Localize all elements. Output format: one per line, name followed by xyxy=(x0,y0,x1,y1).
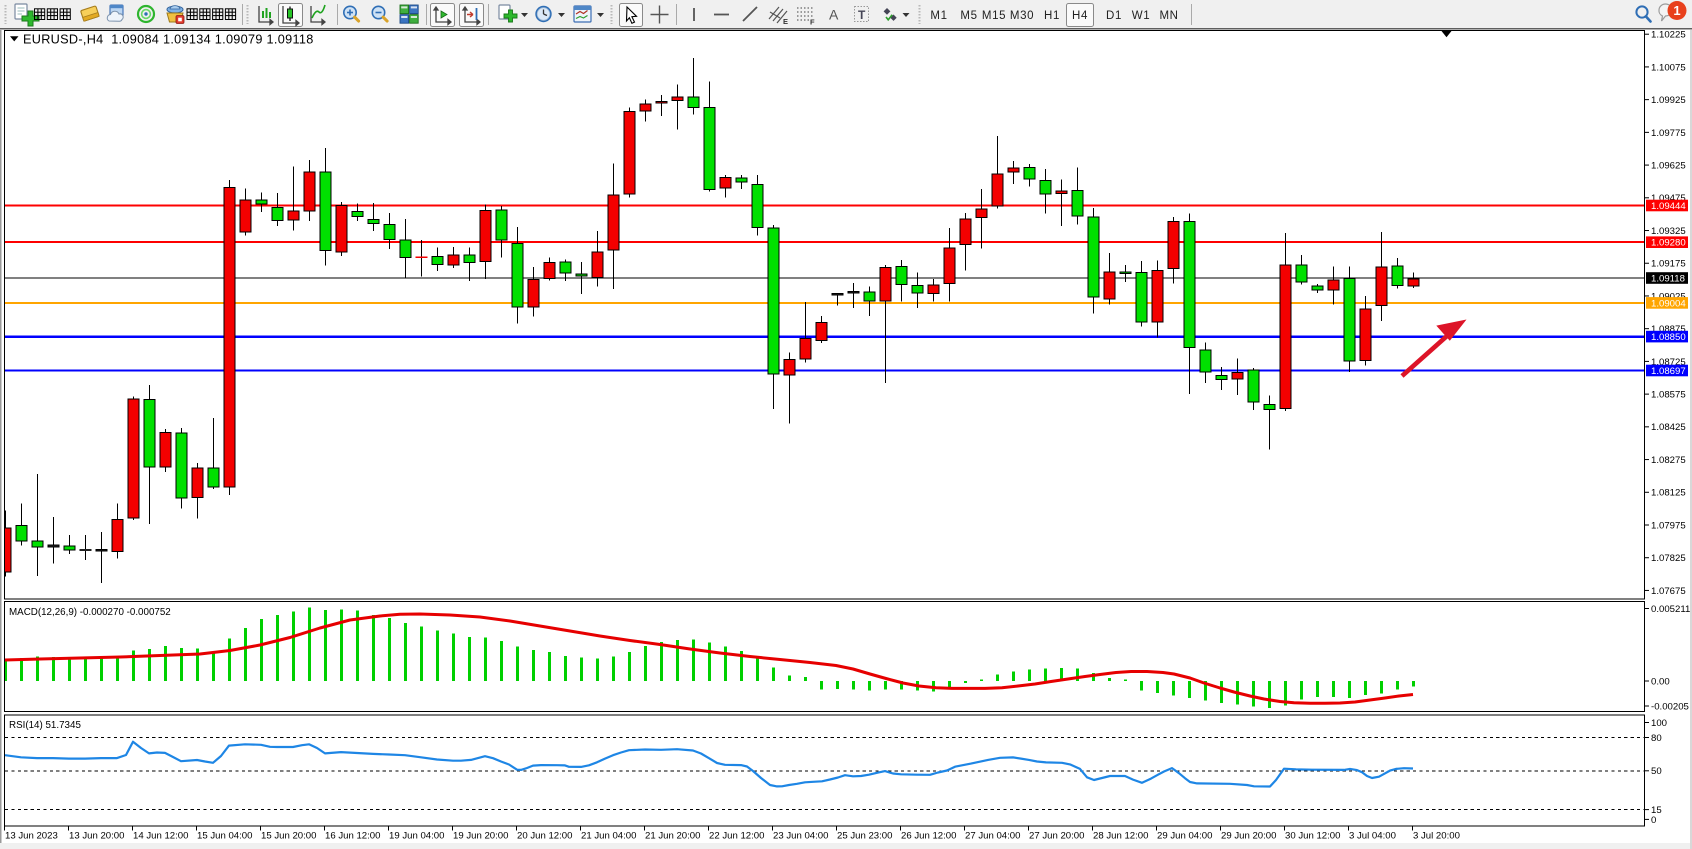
svg-text:1.09444: 1.09444 xyxy=(1651,201,1686,212)
svg-text:21 Jun 04:00: 21 Jun 04:00 xyxy=(581,831,636,842)
svg-text:29 Jun 04:00: 29 Jun 04:00 xyxy=(1157,831,1212,842)
svg-text:1.09475: 1.09475 xyxy=(1651,193,1686,204)
svg-text:H1: H1 xyxy=(1044,10,1060,22)
svg-text:1.08850: 1.08850 xyxy=(1651,332,1686,343)
svg-text:3 Jul 20:00: 3 Jul 20:00 xyxy=(1413,831,1460,842)
svg-text:1.08425: 1.08425 xyxy=(1651,422,1686,433)
svg-text:16 Jun 12:00: 16 Jun 12:00 xyxy=(325,831,380,842)
svg-text:1.09004: 1.09004 xyxy=(1651,298,1686,309)
svg-text:0.00: 0.00 xyxy=(1651,676,1670,687)
svg-text:20 Jun 12:00: 20 Jun 12:00 xyxy=(517,831,572,842)
svg-text:1: 1 xyxy=(1673,3,1680,18)
svg-text:22 Jun 12:00: 22 Jun 12:00 xyxy=(709,831,764,842)
svg-text:1.09025: 1.09025 xyxy=(1651,291,1686,302)
svg-text:0.005211: 0.005211 xyxy=(1651,604,1690,615)
svg-text:RSI(14) 51.7345: RSI(14) 51.7345 xyxy=(9,720,81,731)
svg-text:1.09625: 1.09625 xyxy=(1651,160,1686,171)
svg-text:26 Jun 12:00: 26 Jun 12:00 xyxy=(901,831,956,842)
svg-text:15 Jun 20:00: 15 Jun 20:00 xyxy=(261,831,316,842)
svg-text:23 Jun 04:00: 23 Jun 04:00 xyxy=(773,831,828,842)
svg-text:29 Jun 20:00: 29 Jun 20:00 xyxy=(1221,831,1276,842)
svg-text:1.09118: 1.09118 xyxy=(1651,274,1685,285)
svg-text:M30: M30 xyxy=(1010,10,1034,22)
svg-text:21 Jun 20:00: 21 Jun 20:00 xyxy=(645,831,700,842)
svg-text:50: 50 xyxy=(1651,766,1662,777)
svg-text:F: F xyxy=(810,18,815,27)
svg-text:15: 15 xyxy=(1651,805,1662,816)
svg-text:30 Jun 12:00: 30 Jun 12:00 xyxy=(1285,831,1340,842)
svg-text:1.07825: 1.07825 xyxy=(1651,553,1686,564)
svg-text:27 Jun 04:00: 27 Jun 04:00 xyxy=(965,831,1020,842)
svg-text:M15: M15 xyxy=(982,10,1006,22)
svg-text:1.10225: 1.10225 xyxy=(1651,30,1686,41)
svg-text:13 Jun 20:00: 13 Jun 20:00 xyxy=(69,831,124,842)
svg-text:1.09280: 1.09280 xyxy=(1651,238,1686,249)
svg-text:19 Jun 20:00: 19 Jun 20:00 xyxy=(453,831,508,842)
svg-text:MN: MN xyxy=(1159,10,1178,22)
svg-text:1.08575: 1.08575 xyxy=(1651,390,1686,401)
svg-text:0: 0 xyxy=(1651,815,1656,826)
svg-text:80: 80 xyxy=(1651,733,1662,744)
svg-text:1.09925: 1.09925 xyxy=(1651,95,1686,106)
svg-text:1.08275: 1.08275 xyxy=(1651,455,1686,466)
svg-text:15 Jun 04:00: 15 Jun 04:00 xyxy=(197,831,252,842)
svg-text:1.08725: 1.08725 xyxy=(1651,357,1686,368)
svg-text:1.09775: 1.09775 xyxy=(1651,128,1686,139)
svg-text:25 Jun 23:00: 25 Jun 23:00 xyxy=(837,831,892,842)
svg-text:MACD(12,26,9) -0.000270 -0.000: MACD(12,26,9) -0.000270 -0.000752 xyxy=(9,607,171,618)
svg-text:EURUSD-,H4 1.09084 1.09134 1.: EURUSD-,H4 1.09084 1.09134 1.09079 1.091… xyxy=(23,33,314,47)
svg-text:-0.00205: -0.00205 xyxy=(1651,701,1689,712)
svg-text:1.08125: 1.08125 xyxy=(1651,488,1686,499)
svg-text:28 Jun 12:00: 28 Jun 12:00 xyxy=(1093,831,1148,842)
svg-text:1.07975: 1.07975 xyxy=(1651,520,1686,531)
svg-text:1.09175: 1.09175 xyxy=(1651,259,1686,270)
svg-text:1.08697: 1.08697 xyxy=(1651,366,1686,377)
svg-text:1.08875: 1.08875 xyxy=(1651,324,1686,335)
svg-text:M5: M5 xyxy=(960,10,977,22)
svg-text:W1: W1 xyxy=(1132,10,1150,22)
svg-text:13 Jun 2023: 13 Jun 2023 xyxy=(5,831,58,842)
svg-text:27 Jun 20:00: 27 Jun 20:00 xyxy=(1029,831,1084,842)
svg-text:D1: D1 xyxy=(1106,10,1122,22)
svg-text:3 Jul 04:00: 3 Jul 04:00 xyxy=(1349,831,1396,842)
svg-text:T: T xyxy=(858,8,866,22)
svg-text:A: A xyxy=(829,7,839,23)
svg-text:1.10075: 1.10075 xyxy=(1651,62,1686,73)
svg-text:19 Jun 04:00: 19 Jun 04:00 xyxy=(389,831,444,842)
svg-text:M1: M1 xyxy=(930,10,947,22)
svg-text:E: E xyxy=(783,17,788,26)
svg-text:100: 100 xyxy=(1651,718,1667,729)
svg-text:14 Jun 12:00: 14 Jun 12:00 xyxy=(133,831,188,842)
svg-text:1.07675: 1.07675 xyxy=(1651,586,1686,597)
svg-text:1.09325: 1.09325 xyxy=(1651,226,1686,237)
svg-text:H4: H4 xyxy=(1072,10,1088,22)
